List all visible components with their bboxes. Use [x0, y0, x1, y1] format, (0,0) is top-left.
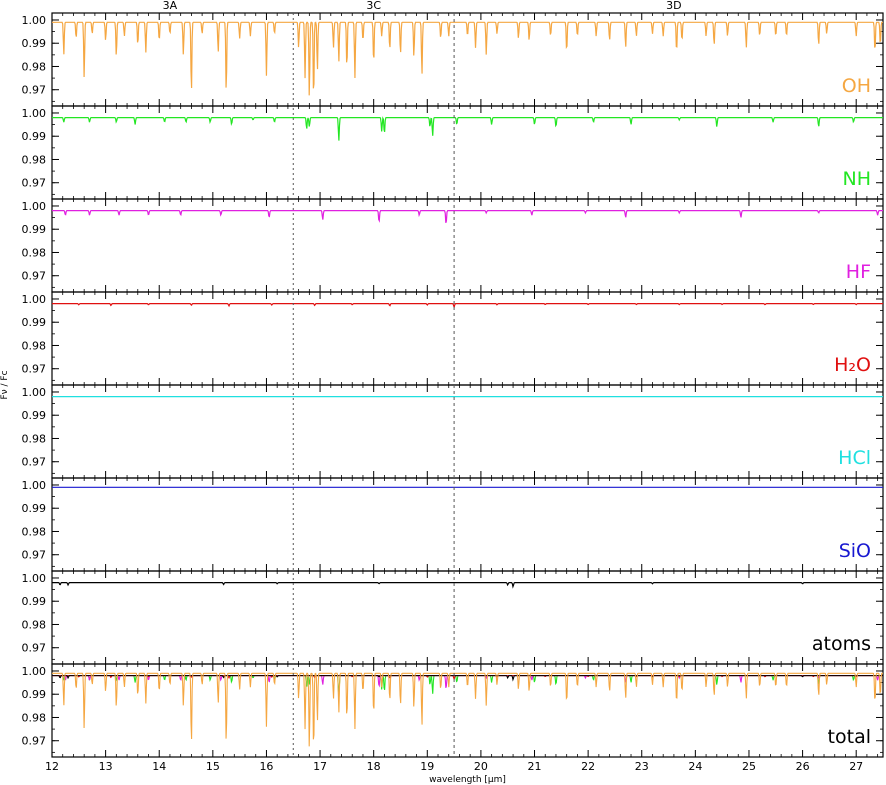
series-label: HCl	[838, 447, 871, 469]
y-tick-label: 0.99	[22, 595, 47, 608]
x-axis-label: wavelength [µm]	[429, 775, 506, 785]
y-tick-label: 0.97	[22, 642, 47, 655]
x-tick-label: 23	[635, 760, 649, 773]
y-tick-label: 0.99	[22, 502, 47, 515]
series-label: NH	[843, 168, 872, 190]
y-tick-label: 0.98	[22, 60, 47, 73]
panel-frame	[51, 291, 884, 386]
x-tick-label: 19	[420, 760, 434, 773]
panel-frame	[51, 198, 884, 293]
panel-hf: 1.00 0.99 0.98 0.97 HF	[22, 198, 884, 293]
panel-frame	[51, 663, 884, 758]
panel-hcl: 1.00 0.99 0.98 0.97 HCl	[22, 384, 884, 479]
x-tick-label: 13	[99, 760, 113, 773]
series-label: total	[828, 726, 871, 748]
series-label: OH	[842, 75, 871, 97]
x-tick-label: 27	[849, 760, 863, 773]
y-tick-label: 0.98	[22, 246, 47, 259]
y-tick-label: 0.97	[22, 84, 47, 97]
y-tick-label: 0.98	[22, 711, 47, 724]
series-line	[52, 210, 883, 223]
x-tick-label: 18	[367, 760, 381, 773]
y-tick-label: 0.99	[22, 37, 47, 50]
panel-oh: 1.00 0.99 0.98 0.97 OH	[22, 12, 884, 107]
y-tick-label: 1.00	[22, 107, 47, 120]
panel-frame	[51, 12, 884, 107]
panel-total: 1.00 0.99 0.98 0.97 total	[22, 663, 884, 758]
y-tick-label: 0.99	[22, 688, 47, 701]
panel-frame	[51, 477, 884, 572]
x-tick-label: 22	[581, 760, 595, 773]
y-tick-label: 0.98	[22, 432, 47, 445]
series-line-nh	[52, 674, 883, 699]
series-line	[52, 303, 883, 310]
panel-ho: 1.00 0.99 0.98 0.97 H₂O	[22, 291, 884, 386]
x-tick-label: 12	[45, 760, 59, 773]
y-axis-label: Fν / Fc	[0, 370, 10, 399]
y-tick-label: 0.97	[22, 456, 47, 469]
x-tick-label: 16	[259, 760, 273, 773]
y-tick-label: 0.97	[22, 735, 47, 748]
y-tick-label: 0.98	[22, 525, 47, 538]
x-tick-label: 15	[206, 760, 220, 773]
y-tick-label: 1.00	[22, 665, 47, 678]
y-tick-label: 0.98	[22, 339, 47, 352]
y-tick-label: 0.99	[22, 130, 47, 143]
panel-frame	[51, 105, 884, 200]
x-tick-label: 21	[528, 760, 542, 773]
y-tick-label: 1.00	[22, 293, 47, 306]
series-label: SiO	[839, 540, 871, 562]
x-tick-label: 26	[796, 760, 810, 773]
x-tick-label: 14	[152, 760, 166, 773]
y-tick-label: 0.98	[22, 153, 47, 166]
y-tick-label: 1.00	[22, 572, 47, 585]
y-tick-label: 0.99	[22, 409, 47, 422]
y-tick-label: 0.99	[22, 316, 47, 329]
series-line	[52, 21, 883, 96]
y-tick-label: 0.98	[22, 618, 47, 631]
y-tick-label: 0.97	[22, 270, 47, 283]
y-tick-label: 0.97	[22, 363, 47, 376]
band-label: 3A	[163, 0, 178, 12]
x-tick-label: 24	[688, 760, 702, 773]
y-tick-label: 1.00	[22, 14, 47, 27]
y-tick-label: 0.99	[22, 223, 47, 236]
series-line	[52, 582, 883, 589]
panel-nh: 1.00 0.99 0.98 0.97 NH	[22, 105, 884, 200]
series-label: H₂O	[834, 354, 871, 376]
panel-frame	[51, 384, 884, 479]
band-label: 3C	[366, 0, 381, 12]
panel-frame	[51, 570, 884, 665]
series-label: HF	[846, 261, 871, 283]
band-label: 3D	[666, 0, 681, 12]
y-tick-label: 0.97	[22, 549, 47, 562]
series-label: atoms	[812, 633, 871, 655]
x-tick-label: 25	[742, 760, 756, 773]
y-tick-label: 1.00	[22, 479, 47, 492]
y-tick-label: 0.97	[22, 177, 47, 190]
y-tick-label: 1.00	[22, 200, 47, 213]
series-line	[52, 116, 883, 141]
panel-sio: 1.00 0.99 0.98 0.97 SiO	[22, 477, 884, 572]
series-line-oh	[52, 672, 883, 747]
y-tick-label: 1.00	[22, 386, 47, 399]
panel-atoms: 1.00 0.99 0.98 0.97 atoms	[22, 570, 884, 665]
x-tick-label: 20	[474, 760, 488, 773]
x-tick-label: 17	[313, 760, 327, 773]
